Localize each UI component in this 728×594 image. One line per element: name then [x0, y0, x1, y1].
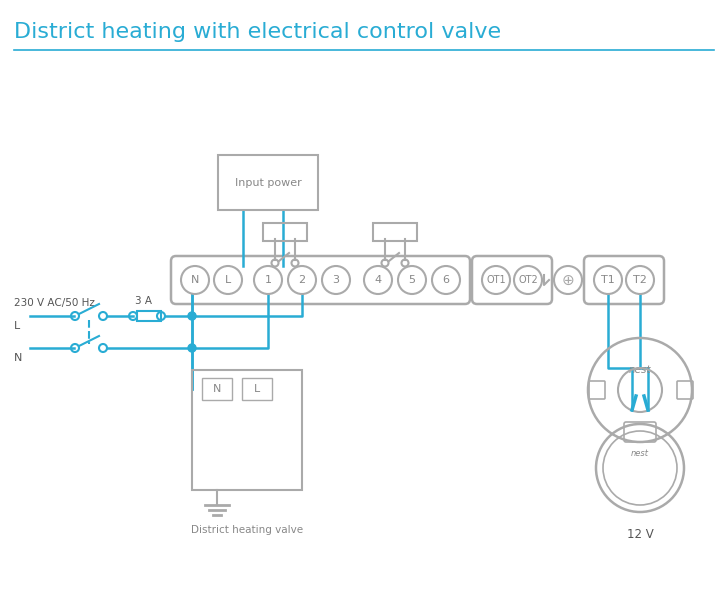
- Text: 2: 2: [298, 275, 306, 285]
- Text: nest: nest: [631, 450, 649, 459]
- Text: T1: T1: [601, 275, 615, 285]
- Text: L: L: [225, 275, 231, 285]
- Text: 3 A: 3 A: [135, 296, 152, 306]
- Text: N: N: [14, 353, 23, 363]
- Text: T2: T2: [633, 275, 647, 285]
- Text: 5: 5: [408, 275, 416, 285]
- Text: L: L: [14, 321, 20, 331]
- Text: L: L: [254, 384, 260, 394]
- Text: N: N: [213, 384, 221, 394]
- Text: OT1: OT1: [486, 275, 506, 285]
- Text: ⊕: ⊕: [561, 273, 574, 287]
- Text: 230 V AC/50 Hz: 230 V AC/50 Hz: [14, 298, 95, 308]
- Text: OT2: OT2: [518, 275, 538, 285]
- Text: 3: 3: [333, 275, 339, 285]
- Text: 12 V: 12 V: [627, 528, 653, 541]
- Text: District heating with electrical control valve: District heating with electrical control…: [14, 22, 501, 42]
- Text: Input power: Input power: [234, 178, 301, 188]
- Text: 6: 6: [443, 275, 449, 285]
- Circle shape: [188, 312, 196, 320]
- Text: District heating valve: District heating valve: [191, 525, 303, 535]
- Text: 4: 4: [374, 275, 381, 285]
- Text: nest: nest: [629, 365, 652, 375]
- Circle shape: [188, 344, 196, 352]
- Text: N: N: [191, 275, 199, 285]
- Text: 1: 1: [264, 275, 272, 285]
